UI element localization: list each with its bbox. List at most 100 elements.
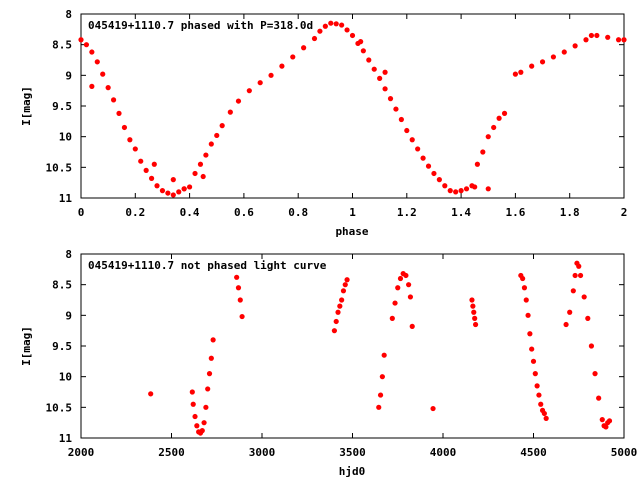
y-tick-label: 9.5: [52, 340, 72, 353]
data-point: [594, 32, 600, 39]
data-point: [154, 183, 160, 189]
data-point: [425, 163, 432, 169]
data-point: [279, 63, 285, 69]
data-point: [234, 274, 240, 280]
data-point: [470, 303, 476, 309]
data-point: [194, 423, 200, 429]
data-point: [206, 371, 213, 377]
y-tick-label: 9: [65, 69, 72, 82]
data-point: [529, 63, 535, 69]
data-point: [392, 300, 398, 306]
data-point: [377, 75, 383, 81]
data-point: [536, 392, 542, 398]
data-point: [485, 134, 491, 140]
data-point: [376, 404, 382, 410]
data-point: [599, 417, 605, 423]
data-point: [339, 297, 345, 303]
data-point: [116, 110, 122, 116]
data-point: [200, 173, 206, 180]
data-point: [585, 315, 591, 321]
x-tick-label: 0.8: [288, 206, 308, 219]
x-tick-label: 2000: [68, 446, 95, 459]
x-tick-label: 0.6: [234, 206, 254, 219]
data-point: [170, 177, 176, 183]
y-tick-label: 8: [65, 248, 72, 261]
data-point: [344, 277, 350, 283]
phased-light-curve-panel: 045419+1110.7 phased with P=318.0d phase…: [20, 8, 627, 238]
y-tick-label: 10: [59, 131, 72, 144]
data-point: [521, 285, 528, 291]
data-point: [472, 315, 478, 321]
data-point: [395, 285, 401, 291]
data-point: [621, 37, 627, 43]
data-point: [532, 371, 538, 377]
data-point: [138, 158, 144, 164]
data-point: [239, 313, 245, 320]
data-point: [615, 37, 622, 43]
data-point: [214, 132, 220, 139]
data-point: [572, 43, 578, 49]
chart-title: 045419+1110.7 phased with P=318.0d: [88, 19, 313, 32]
data-point: [420, 155, 426, 161]
data-point: [235, 98, 242, 104]
data-point: [190, 401, 196, 407]
data-point: [387, 96, 394, 102]
data-point: [328, 20, 334, 26]
x-tick-label: 4000: [430, 446, 457, 459]
data-point: [192, 170, 198, 177]
x-tick-label: 3500: [339, 446, 366, 459]
data-point: [219, 123, 225, 129]
x-tick-label: 0: [78, 206, 85, 219]
data-point: [94, 59, 100, 65]
data-point: [235, 285, 242, 291]
data-point: [530, 358, 537, 364]
data-point: [603, 424, 609, 430]
data-point: [605, 34, 611, 40]
data-point: [203, 404, 209, 410]
data-point: [344, 27, 350, 33]
data-point: [151, 161, 157, 167]
data-point: [337, 303, 343, 309]
x-tick-label: 0.2: [125, 206, 145, 219]
y-tick-label: 11: [59, 192, 73, 205]
data-point: [581, 294, 587, 300]
data-point: [331, 328, 337, 334]
data-point: [311, 35, 318, 42]
data-point: [205, 386, 211, 392]
data-point: [176, 189, 182, 195]
x-tick-label: 2500: [158, 446, 185, 459]
chart-title: 045419+1110.7 not phased light curve: [88, 259, 327, 272]
data-point: [491, 124, 497, 131]
data-point: [340, 288, 347, 294]
data-point: [342, 282, 348, 288]
data-point: [567, 309, 573, 315]
unphased-light-curve-panel: 045419+1110.7 not phased light curve hjd…: [20, 248, 637, 478]
data-point: [398, 116, 404, 123]
data-point: [148, 391, 154, 397]
data-point: [199, 428, 205, 434]
data-point: [431, 170, 437, 177]
data-point: [543, 415, 549, 421]
data-point: [127, 137, 133, 143]
data-point: [197, 161, 204, 167]
data-point: [523, 297, 529, 303]
data-point: [588, 32, 595, 39]
data-point: [485, 186, 491, 192]
data-point: [203, 152, 209, 158]
data-point: [397, 275, 404, 282]
data-point: [407, 294, 414, 300]
data-point: [290, 54, 296, 60]
data-point: [534, 383, 540, 389]
data-point: [159, 188, 166, 194]
y-axis-label: I[mag]: [20, 326, 33, 366]
data-point: [409, 323, 415, 329]
data-point: [512, 71, 519, 77]
y-tick-label: 11: [59, 432, 73, 445]
x-tick-label: 2: [621, 206, 628, 219]
data-point: [379, 374, 385, 380]
data-point: [415, 146, 421, 152]
data-point: [333, 318, 339, 325]
